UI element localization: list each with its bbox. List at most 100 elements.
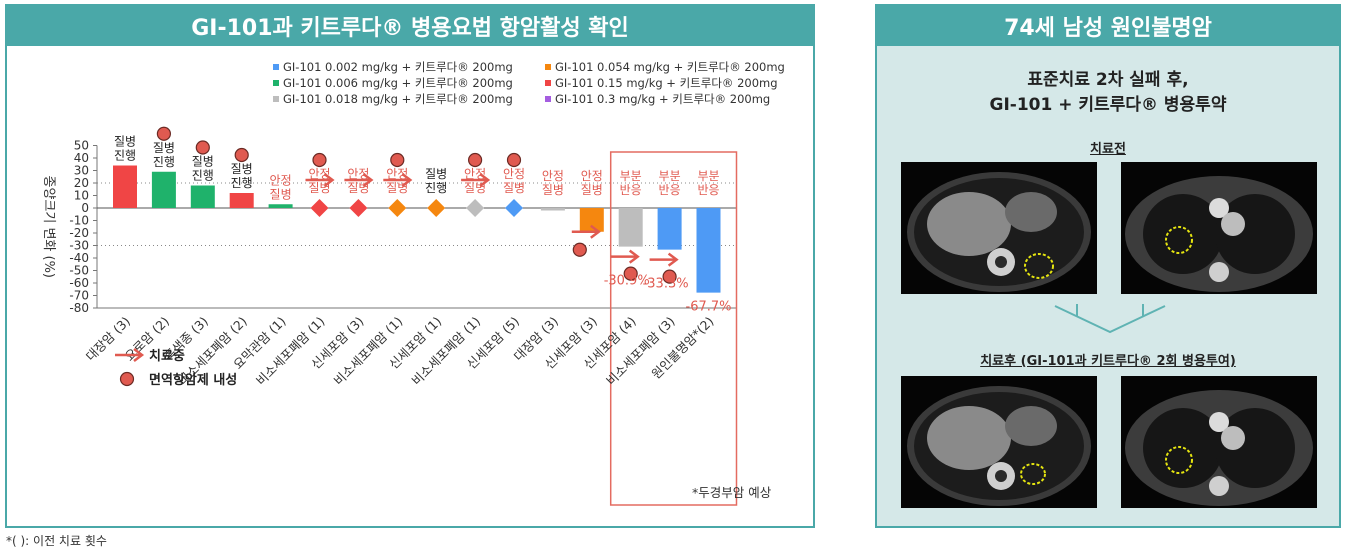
bar-marker — [427, 199, 446, 217]
bar — [229, 193, 254, 208]
y-tick-label: -60 — [69, 276, 89, 290]
ct-scan-after-liver — [901, 376, 1097, 508]
ct-scan-before-liver — [901, 162, 1097, 294]
bar-status-label: 진행 — [114, 148, 136, 163]
ongoing-arrow-icon — [383, 173, 413, 187]
legend-swatch — [273, 96, 279, 102]
y-tick-label: -40 — [69, 251, 89, 265]
resistance-circle-icon — [195, 140, 210, 155]
y-tick-label: 0 — [81, 201, 89, 215]
bar-status-label: 질병 — [270, 187, 292, 201]
legend-swatch — [545, 96, 551, 102]
bar-status-label: 진행 — [231, 175, 253, 190]
resistance-circle-icon — [234, 147, 249, 163]
bar — [151, 171, 176, 208]
chevron-down-icon — [1054, 304, 1166, 334]
resistance-circle-icon — [390, 152, 405, 168]
bar-status-label: 질병 — [425, 167, 447, 181]
bar — [540, 208, 565, 211]
after-treatment-label: 치료후 (GI-101과 키트루다® 2회 병용투여) — [980, 354, 1236, 369]
x-category-label: 비소세포폐암 (3) — [603, 314, 678, 389]
bar-status-label: 반응 — [659, 183, 681, 197]
y-axis-title: 종양크기 변화 (%) — [41, 175, 56, 278]
y-tick-label: 20 — [74, 176, 89, 190]
footnote: *( ): 이전 치료 횟수 — [6, 534, 107, 548]
legend-label: GI-101 0.002 mg/kg + 키트루다® 200mg — [283, 60, 513, 74]
legend-label: GI-101 0.054 mg/kg + 키트루다® 200mg — [555, 60, 785, 74]
bar-status-label: 부분 — [659, 169, 681, 183]
bar — [268, 204, 293, 208]
bar-status-label: 반응 — [620, 183, 642, 197]
case-panel-title: 74세 남성 원인불명암 — [877, 6, 1339, 46]
bar-status-label: 안정 — [581, 169, 603, 183]
ct-scan-after-chest — [1121, 376, 1317, 508]
bar-marker — [388, 199, 407, 217]
bar-status-label: 안정 — [542, 169, 564, 183]
bar-status-label: 안정 — [270, 173, 292, 187]
ongoing-arrow-icon — [461, 173, 491, 187]
bar-status-label: 질병 — [153, 141, 175, 155]
legend-arrow-label: 치료중 — [149, 348, 185, 364]
before-treatment-label: 치료전 — [1090, 142, 1126, 157]
y-tick-label: -30 — [69, 239, 89, 253]
bar-status-label: 안정 — [347, 167, 369, 181]
bar-status-label: 진행 — [153, 154, 175, 169]
bar-status-label: 반응 — [697, 183, 719, 197]
y-tick-label: 40 — [74, 151, 89, 165]
bar-status-label: 안정 — [464, 167, 486, 181]
resistance-circle-icon — [623, 266, 638, 281]
ongoing-arrow-icon — [344, 173, 374, 187]
bar-status-label: 안정 — [386, 167, 408, 181]
bar-status-label: 질병 — [231, 162, 253, 176]
ct-scan-before-chest — [1121, 162, 1317, 294]
chart-panel-title: GI-101과 키트루다® 병용요법 항암활성 확인 — [7, 6, 813, 46]
resistance-circle-icon — [662, 269, 677, 284]
bar — [657, 208, 682, 250]
y-tick-label: -10 — [69, 214, 89, 228]
bar — [696, 208, 721, 293]
resistance-circle-icon — [506, 152, 522, 168]
case-panel: 74세 남성 원인불명암 표준치료 2차 실패 후, GI-101 + 키트루다… — [875, 4, 1341, 528]
bar — [618, 208, 643, 247]
legend-label: GI-101 0.018 mg/kg + 키트루다® 200mg — [283, 92, 513, 106]
y-tick-label: 10 — [74, 189, 89, 203]
bar-value-label: -30.9% — [604, 274, 650, 289]
bar-status-label: 안정 — [308, 167, 330, 181]
bar-value-label: -67.7% — [686, 300, 732, 315]
legend-label: GI-101 0.006 mg/kg + 키트루다® 200mg — [283, 76, 513, 90]
bar-status-label: 안정 — [503, 167, 525, 181]
case-subtitle-line1: 표준치료 2차 실패 후, — [1027, 70, 1189, 90]
legend-circle-icon — [119, 371, 135, 387]
bar-status-label: 부분 — [620, 169, 642, 183]
legend-swatch — [273, 80, 279, 86]
y-tick-label: -20 — [69, 226, 89, 240]
bar — [190, 185, 215, 208]
y-tick-label: -80 — [69, 301, 89, 315]
y-tick-label: -50 — [69, 264, 89, 278]
chart-note: *두경부암 예상 — [692, 485, 772, 500]
resistance-circle-icon — [312, 152, 327, 168]
bar-status-label: 질병 — [192, 155, 214, 169]
bar-status-label: 질병 — [581, 183, 603, 197]
bar-status-label: 질병 — [503, 181, 525, 195]
y-tick-label: 30 — [74, 164, 89, 178]
legend-arrow-icon — [115, 348, 145, 362]
bar-value-label: -33.3% — [643, 277, 689, 292]
bar-status-label: 부분 — [697, 169, 719, 183]
ongoing-arrow-icon — [305, 173, 335, 187]
resistance-circle-icon — [156, 126, 171, 141]
bar-marker — [349, 199, 368, 217]
legend-label: GI-101 0.15 mg/kg + 키트루다® 200mg — [555, 76, 778, 90]
legend-circle-label: 면역항암제 내성 — [149, 372, 237, 388]
ongoing-arrow-icon — [571, 224, 601, 239]
y-tick-label: 50 — [74, 139, 89, 153]
highlight-box — [609, 151, 738, 506]
ongoing-arrow-icon — [610, 249, 640, 264]
bar-status-label: 진행 — [192, 168, 214, 183]
bar — [579, 208, 604, 232]
legend-swatch — [545, 64, 551, 70]
x-category-label: 비소세포폐암 (1) — [331, 314, 406, 389]
ongoing-arrow-icon — [649, 252, 679, 267]
x-category-label: 비소세포폐암 (1) — [253, 314, 328, 389]
